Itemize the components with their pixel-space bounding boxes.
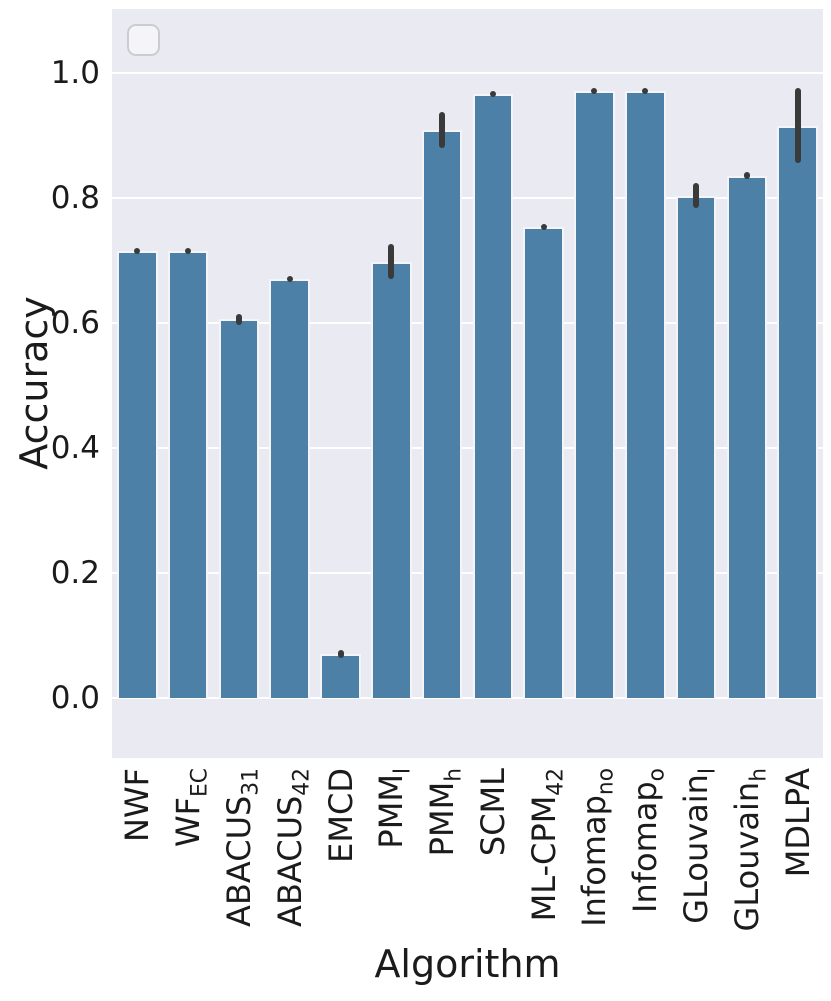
bar <box>117 250 158 698</box>
x-tick-label: WFEC <box>169 768 213 847</box>
x-tick-label: MDLPA <box>778 768 817 878</box>
bar <box>421 130 463 698</box>
bar <box>675 195 717 698</box>
bar <box>269 278 311 698</box>
x-tick-label: SCML <box>473 768 512 857</box>
x-tick-label: ABACUS31 <box>219 768 264 927</box>
y-tick-label: 0.2 <box>50 554 100 591</box>
error-bar <box>185 247 192 254</box>
bar <box>574 91 615 698</box>
x-tick-label: ABACUS42 <box>270 768 315 927</box>
gridline <box>112 196 823 199</box>
plot-area <box>112 9 823 758</box>
legend-box <box>127 24 160 56</box>
y-axis-label: Accuracy <box>12 296 56 470</box>
x-tick-label: PMMl <box>372 768 416 849</box>
error-bar <box>388 244 395 280</box>
y-tick-label: 0.0 <box>50 679 100 716</box>
error-bar <box>591 88 598 95</box>
y-tick-label: 0.6 <box>50 304 100 341</box>
bar <box>218 319 260 698</box>
x-axis-label: Algorithm <box>374 942 561 986</box>
error-bar <box>134 247 141 254</box>
bar <box>726 175 768 698</box>
error-bar <box>439 111 446 149</box>
error-bar <box>286 275 293 282</box>
x-tick-label: GLouvainl <box>677 768 721 924</box>
error-bar <box>794 88 801 164</box>
error-bar <box>489 91 496 98</box>
x-tick-label: PMMh <box>423 768 467 857</box>
gridline <box>112 571 823 574</box>
bar <box>167 250 209 698</box>
x-tick-label: Infomapo <box>626 768 670 913</box>
x-tick-label: Infomapno <box>575 768 619 927</box>
bar <box>320 653 361 698</box>
error-bar <box>337 650 344 658</box>
error-bar <box>743 171 750 180</box>
bar <box>472 94 514 698</box>
bar <box>371 261 412 698</box>
gridline <box>112 71 823 74</box>
bar <box>777 125 818 698</box>
error-bar <box>540 223 547 230</box>
gridline <box>112 321 823 324</box>
y-tick-label: 1.0 <box>50 54 100 91</box>
x-tick-label: EMCD <box>321 768 360 863</box>
x-tick-label: NWF <box>118 768 157 842</box>
gridline <box>112 696 823 699</box>
y-tick-label: 0.8 <box>50 179 100 216</box>
error-bar <box>642 88 649 95</box>
bar <box>523 226 564 698</box>
bar <box>624 91 666 698</box>
error-bar <box>235 313 242 325</box>
x-tick-label: GLouvainh <box>727 768 772 932</box>
y-tick-label: 0.4 <box>50 429 100 466</box>
error-bar <box>693 183 700 209</box>
gridline <box>112 446 823 449</box>
x-tick-label: ML-CPM42 <box>524 768 569 922</box>
